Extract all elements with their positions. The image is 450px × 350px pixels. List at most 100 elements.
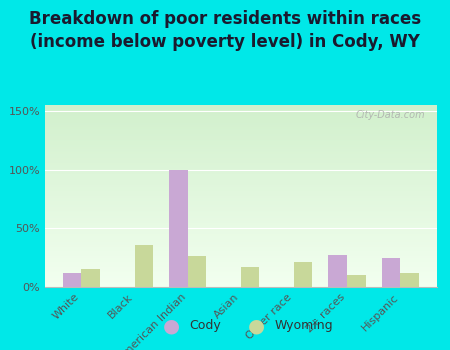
Bar bbox=[45, 267, 436, 269]
Bar bbox=[45, 112, 436, 114]
Bar bbox=[45, 241, 436, 243]
Bar bbox=[45, 240, 436, 242]
Bar bbox=[45, 285, 436, 287]
Bar bbox=[45, 216, 436, 218]
Bar bbox=[45, 205, 436, 207]
Bar bbox=[45, 180, 436, 181]
Bar bbox=[45, 274, 436, 276]
Bar bbox=[45, 183, 436, 185]
Bar bbox=[45, 196, 436, 198]
Bar bbox=[45, 161, 436, 163]
Bar bbox=[45, 129, 436, 131]
Bar bbox=[45, 147, 436, 149]
Bar bbox=[45, 199, 436, 202]
Bar bbox=[45, 227, 436, 229]
Bar bbox=[45, 185, 436, 187]
Bar bbox=[45, 138, 436, 140]
Bar bbox=[45, 254, 436, 256]
Bar bbox=[45, 190, 436, 192]
Bar bbox=[45, 120, 436, 121]
Bar bbox=[45, 261, 436, 263]
Bar bbox=[45, 141, 436, 143]
Bar bbox=[241, 267, 259, 287]
Bar bbox=[45, 107, 436, 108]
Bar bbox=[45, 136, 436, 138]
Bar bbox=[45, 220, 436, 222]
Bar bbox=[45, 156, 436, 158]
Bar bbox=[45, 111, 436, 112]
Bar bbox=[45, 170, 436, 172]
Bar bbox=[45, 187, 436, 189]
Bar bbox=[294, 262, 312, 287]
Bar bbox=[45, 276, 436, 278]
Text: City-Data.com: City-Data.com bbox=[355, 111, 425, 120]
Bar bbox=[45, 118, 436, 120]
Bar bbox=[45, 140, 436, 141]
Bar bbox=[45, 263, 436, 265]
Bar bbox=[169, 170, 188, 287]
Bar bbox=[45, 181, 436, 183]
Bar bbox=[45, 116, 436, 118]
Bar bbox=[45, 145, 436, 147]
Bar bbox=[45, 243, 436, 245]
Bar bbox=[400, 273, 418, 287]
Bar bbox=[45, 212, 436, 214]
Text: Cody: Cody bbox=[189, 319, 221, 332]
Bar bbox=[45, 278, 436, 280]
Bar bbox=[45, 247, 436, 249]
Bar bbox=[45, 127, 436, 129]
Bar bbox=[45, 194, 436, 196]
Bar bbox=[63, 273, 81, 287]
Bar bbox=[45, 176, 436, 178]
Bar bbox=[45, 223, 436, 225]
Bar bbox=[45, 269, 436, 271]
Bar bbox=[45, 249, 436, 251]
Bar bbox=[45, 131, 436, 132]
Bar bbox=[45, 260, 436, 261]
Bar bbox=[45, 229, 436, 231]
Bar bbox=[45, 160, 436, 161]
Bar bbox=[45, 154, 436, 156]
Bar bbox=[45, 209, 436, 211]
Text: ●: ● bbox=[248, 316, 265, 335]
Bar bbox=[45, 108, 436, 111]
Bar bbox=[45, 152, 436, 154]
Bar bbox=[45, 163, 436, 165]
Bar bbox=[45, 150, 436, 152]
Bar bbox=[45, 281, 436, 284]
Bar bbox=[45, 203, 436, 205]
Bar bbox=[188, 257, 206, 287]
Bar bbox=[45, 193, 436, 194]
Bar bbox=[45, 158, 436, 160]
Text: Wyoming: Wyoming bbox=[274, 319, 333, 332]
Bar bbox=[45, 218, 436, 220]
Bar bbox=[328, 255, 347, 287]
Bar bbox=[45, 125, 436, 127]
Bar bbox=[45, 256, 436, 258]
Bar bbox=[45, 280, 436, 281]
Bar bbox=[45, 265, 436, 267]
Bar bbox=[45, 272, 436, 274]
Bar bbox=[45, 178, 436, 180]
Bar bbox=[135, 245, 153, 287]
Bar bbox=[45, 284, 436, 285]
Bar bbox=[45, 105, 436, 107]
Bar bbox=[45, 252, 436, 254]
Text: ●: ● bbox=[162, 316, 180, 335]
Bar bbox=[45, 167, 436, 169]
Bar bbox=[45, 132, 436, 134]
Bar bbox=[45, 202, 436, 203]
Bar bbox=[45, 211, 436, 212]
Text: Breakdown of poor residents within races
(income below poverty level) in Cody, W: Breakdown of poor residents within races… bbox=[29, 10, 421, 51]
Bar bbox=[45, 238, 436, 240]
Bar bbox=[45, 222, 436, 223]
Bar bbox=[45, 174, 436, 176]
Bar bbox=[382, 258, 400, 287]
Bar bbox=[45, 225, 436, 227]
Bar bbox=[45, 169, 436, 170]
Bar bbox=[45, 236, 436, 238]
Bar bbox=[45, 149, 436, 150]
Bar bbox=[45, 258, 436, 260]
Bar bbox=[45, 198, 436, 199]
Bar bbox=[45, 245, 436, 247]
